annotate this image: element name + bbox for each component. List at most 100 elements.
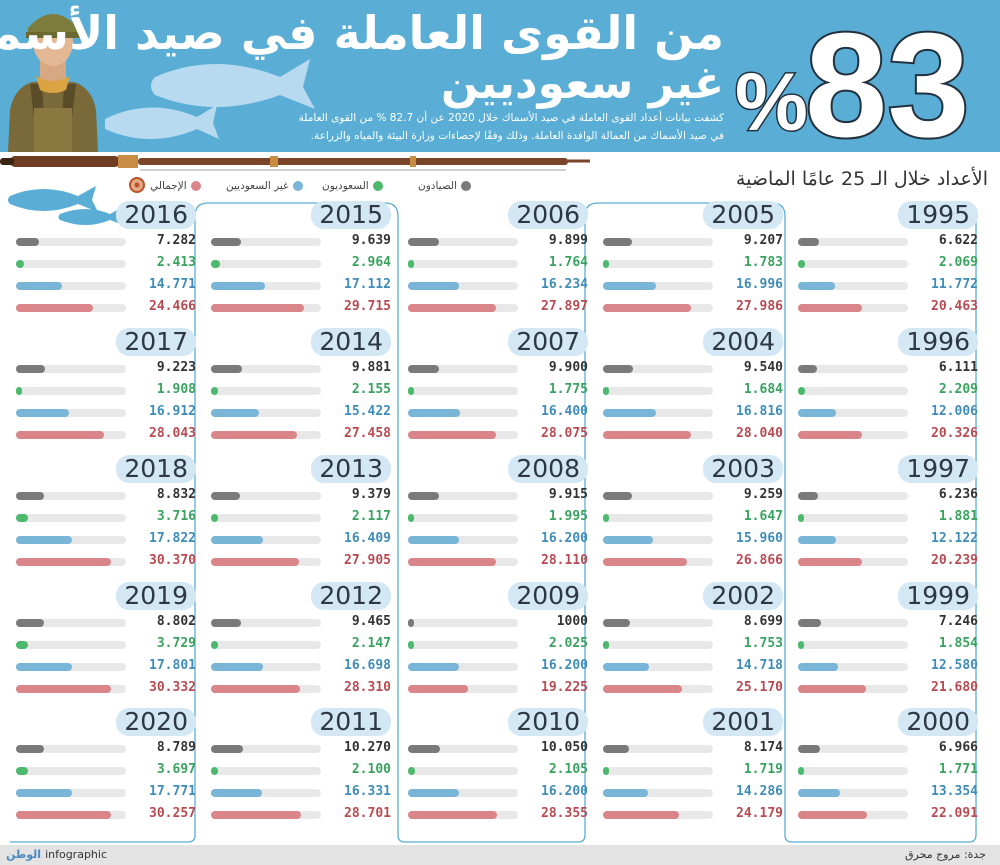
bar-row-saudis: 2.209 [792, 382, 978, 397]
bar-fishermen [603, 619, 631, 627]
bar-track [16, 492, 126, 500]
bar-total [798, 685, 867, 693]
bar-row-fishermen: 9.540 [597, 360, 783, 375]
bar-non-saudis [603, 789, 648, 797]
bar-non-saudis [211, 409, 260, 417]
bar-row-non-saudis: 16.996 [597, 277, 783, 292]
bar-saudis [211, 387, 218, 395]
bar-track [211, 685, 321, 693]
bar-fishermen [408, 745, 440, 753]
fishing-rod-icon [0, 155, 590, 171]
value-label-saudis: 2.147 [351, 636, 391, 651]
year-label: 1997 [898, 455, 978, 483]
year-label: 2006 [508, 201, 588, 229]
bar-track [798, 365, 908, 373]
bar-track [211, 514, 321, 522]
bar-track [16, 304, 126, 312]
bar-track [603, 304, 713, 312]
value-label-non-saudis: 14.771 [149, 277, 196, 292]
bar-saudis [211, 641, 218, 649]
bar-row-saudis: 1.771 [792, 762, 978, 777]
bar-track [603, 282, 713, 290]
bar-non-saudis [408, 409, 460, 417]
bar-track [798, 409, 908, 417]
bar-track [16, 365, 126, 373]
bar-row-total: 26.866 [597, 553, 783, 568]
value-label-non-saudis: 12.006 [931, 404, 978, 419]
bar-non-saudis [408, 663, 459, 671]
year-label: 2007 [508, 328, 588, 356]
bar-saudis [16, 514, 28, 522]
bar-track [16, 409, 126, 417]
bar-row-total: 27.458 [205, 426, 391, 441]
value-label-saudis: 1.854 [938, 636, 978, 651]
value-label-saudis: 1.881 [938, 509, 978, 524]
bar-row-non-saudis: 14.286 [597, 784, 783, 799]
bar-non-saudis [603, 409, 656, 417]
value-label-fishermen: 9.223 [156, 360, 196, 375]
bar-track [408, 514, 518, 522]
bar-total [408, 811, 498, 819]
bar-fishermen [211, 238, 242, 246]
bar-track [798, 260, 908, 268]
bar-track [408, 745, 518, 753]
value-label-non-saudis: 16.996 [736, 277, 783, 292]
bar-row-non-saudis: 16.331 [205, 784, 391, 799]
bar-row-fishermen: 6.236 [792, 487, 978, 502]
value-label-total: 28.043 [149, 426, 196, 441]
bar-total [16, 304, 93, 312]
value-label-total: 27.458 [344, 426, 391, 441]
bar-row-non-saudis: 16.912 [10, 404, 196, 419]
value-label-total: 27.897 [541, 299, 588, 314]
bar-row-saudis: 1.995 [402, 509, 588, 524]
bar-total [408, 558, 497, 566]
bar-track [798, 789, 908, 797]
bar-total [211, 558, 299, 566]
value-label-saudis: 1.753 [743, 636, 783, 651]
brand: الوطن infographic [6, 848, 107, 861]
bar-track [211, 789, 321, 797]
bar-fishermen [798, 365, 818, 373]
bar-saudis [798, 767, 804, 775]
bar-row-saudis: 2.155 [205, 382, 391, 397]
bar-track [603, 745, 713, 753]
bar-row-saudis: 1.881 [792, 509, 978, 524]
bar-row-fishermen: 9.881 [205, 360, 391, 375]
bar-total [603, 558, 688, 566]
year-label: 2002 [703, 582, 783, 610]
bar-track [603, 409, 713, 417]
bar-track [211, 767, 321, 775]
bar-track [211, 304, 321, 312]
bar-saudis [603, 260, 609, 268]
bar-row-saudis: 3.729 [10, 636, 196, 651]
bar-track [603, 514, 713, 522]
bar-track [408, 536, 518, 544]
bar-row-fishermen: 9.915 [402, 487, 588, 502]
year-label: 2015 [311, 201, 391, 229]
bar-fishermen [408, 492, 440, 500]
legend-fishermen-swatch [461, 181, 472, 191]
bar-row-total: 30.370 [10, 553, 196, 568]
value-label-total: 24.179 [736, 806, 783, 821]
bar-row-total: 21.680 [792, 680, 978, 695]
bar-row-saudis: 2.100 [205, 762, 391, 777]
value-label-fishermen: 8.789 [156, 740, 196, 755]
bar-total [211, 811, 302, 819]
legend-total-label: الإجمالي [150, 180, 187, 192]
value-label-fishermen: 9.900 [548, 360, 588, 375]
bar-row-saudis: 1.647 [597, 509, 783, 524]
bar-track [408, 811, 518, 819]
value-label-total: 19.225 [541, 680, 588, 695]
bar-track [211, 365, 321, 373]
bar-row-non-saudis: 17.771 [10, 784, 196, 799]
value-label-saudis: 1.719 [743, 762, 783, 777]
bar-saudis [408, 767, 415, 775]
bar-fishermen [603, 238, 632, 246]
section-title: الأعداد خلال الـ 25 عامًا الماضية [735, 168, 988, 190]
reel-icon [129, 177, 145, 193]
bar-track [408, 789, 518, 797]
bar-row-saudis: 2.025 [402, 636, 588, 651]
bar-track [798, 619, 908, 627]
legend-total: الإجمالي [150, 180, 201, 192]
value-label-total: 30.370 [149, 553, 196, 568]
